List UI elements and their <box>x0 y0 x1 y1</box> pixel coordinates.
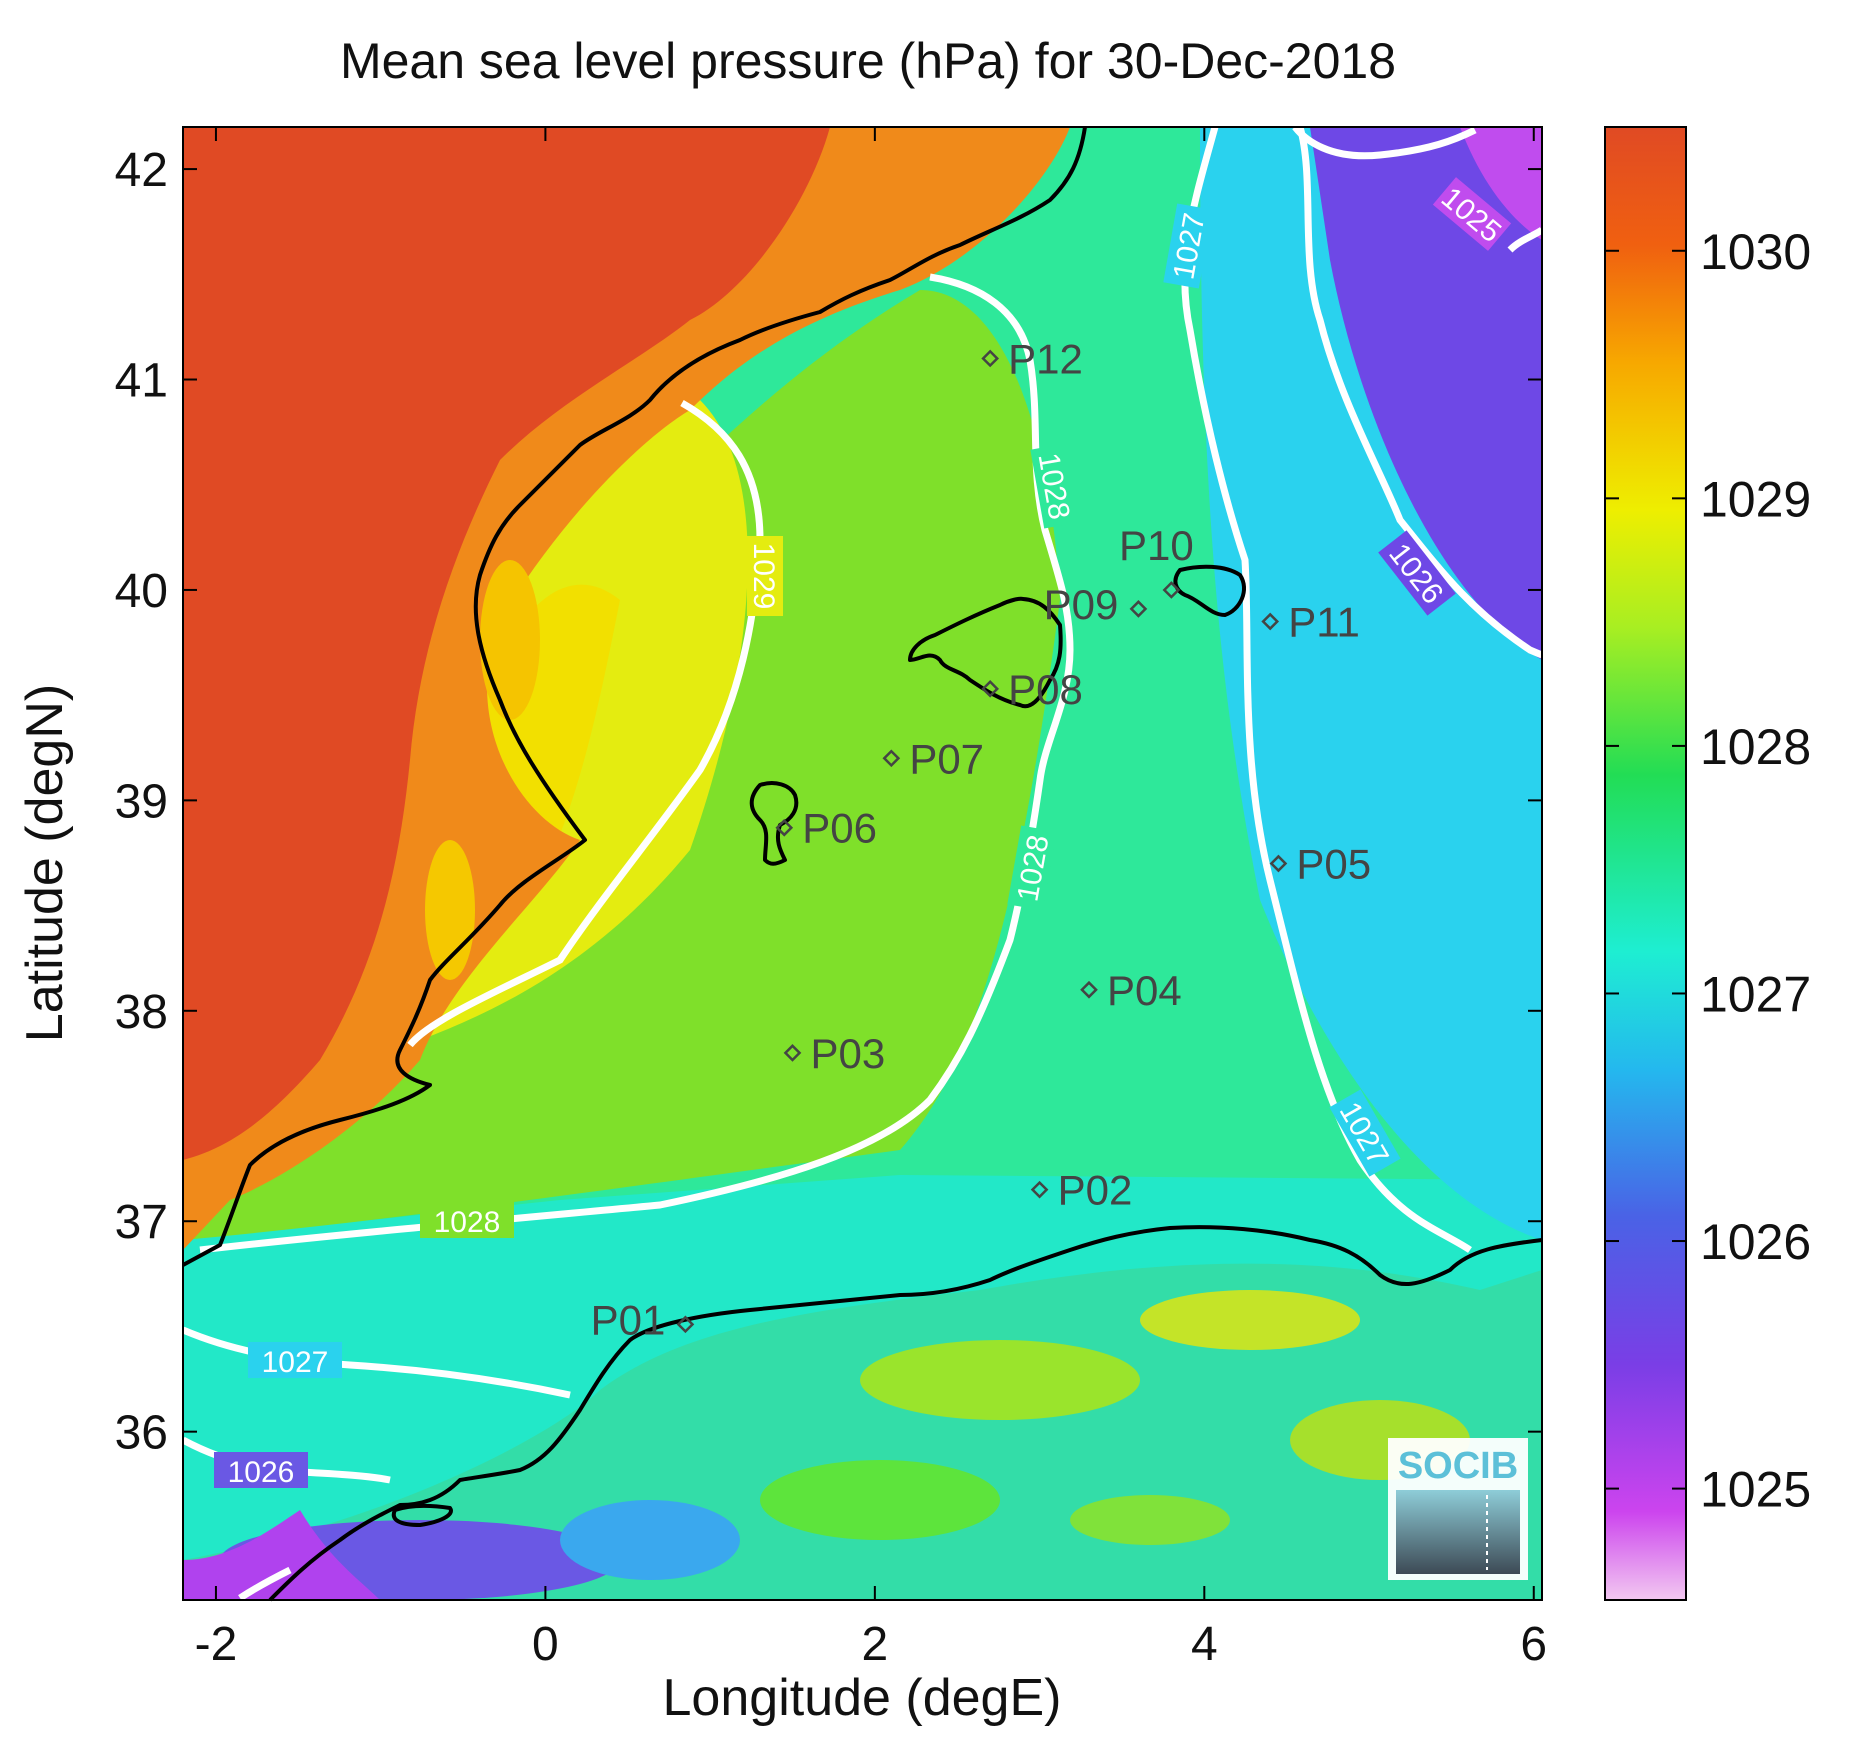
station-marker <box>775 818 794 837</box>
station-marker <box>1080 980 1098 999</box>
isobar-labels: 1025 1026 1027 1028 1029 1028 1028 1027 … <box>214 177 1512 1489</box>
station-label: P03 <box>810 1030 885 1077</box>
colorbar-tick-label: 1027 <box>1700 966 1811 1022</box>
isobar-1026-east <box>1296 127 1542 659</box>
colorbar-tick-label: 1028 <box>1700 719 1811 775</box>
socib-logo-text: SOCIB <box>1398 1445 1518 1487</box>
alboran-island-coast <box>391 1503 453 1527</box>
station-label: P07 <box>909 735 984 782</box>
colorbar-ticks: 1025 1026 1027 1028 1029 1030 <box>1605 224 1811 1518</box>
station-marker <box>1269 854 1288 873</box>
station-marker <box>1162 581 1181 599</box>
colorbar <box>1604 126 1687 1601</box>
colorbar-tick-label: 1030 <box>1700 224 1811 280</box>
station-marker <box>676 1315 695 1334</box>
station-marker <box>783 1044 802 1062</box>
station-label: P05 <box>1296 841 1371 888</box>
colorbar-tick-label: 1029 <box>1700 471 1811 527</box>
station-marker <box>981 680 1000 698</box>
y-axis-ticks: 36 37 38 39 40 41 42 <box>115 144 1542 1460</box>
coastlines <box>182 126 1543 1602</box>
contour-label: 1028 <box>434 1206 501 1239</box>
y-axis-label: Latitude (degN) <box>16 684 74 1042</box>
isobar-1029 <box>407 399 764 1048</box>
x-tick-label: 0 <box>532 1618 559 1671</box>
colorbar-tick-label: 1025 <box>1700 1462 1811 1518</box>
y-tick-label: 38 <box>115 986 168 1039</box>
isobar-1027-south <box>183 1326 571 1399</box>
station-label: P04 <box>1107 967 1182 1014</box>
iberian-east-coast <box>182 126 1087 1267</box>
x-tick-label: 6 <box>1520 1618 1547 1671</box>
station-marker <box>1261 612 1280 631</box>
contour-label: 1026 <box>228 1456 295 1489</box>
plot-frame <box>182 126 1543 1601</box>
station-marker <box>981 349 1000 368</box>
pressure-field <box>183 127 1542 1600</box>
colorbar-tick-label: 1026 <box>1700 1214 1811 1270</box>
socib-logo: SOCIB <box>1388 1438 1528 1580</box>
station-label: P06 <box>802 805 877 852</box>
station-marker <box>882 749 901 768</box>
x-tick-label: 4 <box>1191 1618 1218 1671</box>
station-label: P10 <box>1119 522 1194 569</box>
contour-label: 1027 <box>262 1346 329 1379</box>
y-tick-label: 37 <box>115 1196 168 1249</box>
ibiza-coast <box>749 781 799 866</box>
station-label: P01 <box>591 1296 666 1343</box>
mallorca-coast <box>908 596 1063 709</box>
african-coast <box>268 1225 1543 1602</box>
y-tick-label: 36 <box>115 1407 168 1460</box>
isobar-1025b <box>1507 227 1542 253</box>
station-label: P02 <box>1058 1167 1133 1214</box>
station-label: P09 <box>1044 581 1119 628</box>
y-tick-label: 39 <box>115 775 168 828</box>
station-marker <box>1129 600 1148 618</box>
station-label: P08 <box>1008 666 1083 713</box>
x-tick-label: -2 <box>195 1618 238 1671</box>
isobar-1025a <box>1292 127 1477 160</box>
x-axis-ticks: -2 0 2 4 6 <box>195 127 1547 1671</box>
isobar-1025-south <box>238 1566 292 1600</box>
x-axis-label: Longitude (degE) <box>663 1669 1062 1727</box>
chart-title: Mean sea level pressure (hPa) for 30-Dec… <box>340 33 1396 89</box>
y-tick-label: 41 <box>115 355 168 408</box>
y-tick-label: 42 <box>115 144 168 197</box>
x-tick-label: 2 <box>862 1618 889 1671</box>
y-tick-label: 40 <box>115 565 168 618</box>
station-marker <box>1030 1180 1049 1199</box>
contour-label: 1029 <box>747 543 780 610</box>
station-label: P12 <box>1008 335 1083 382</box>
station-label: P11 <box>1288 599 1360 646</box>
